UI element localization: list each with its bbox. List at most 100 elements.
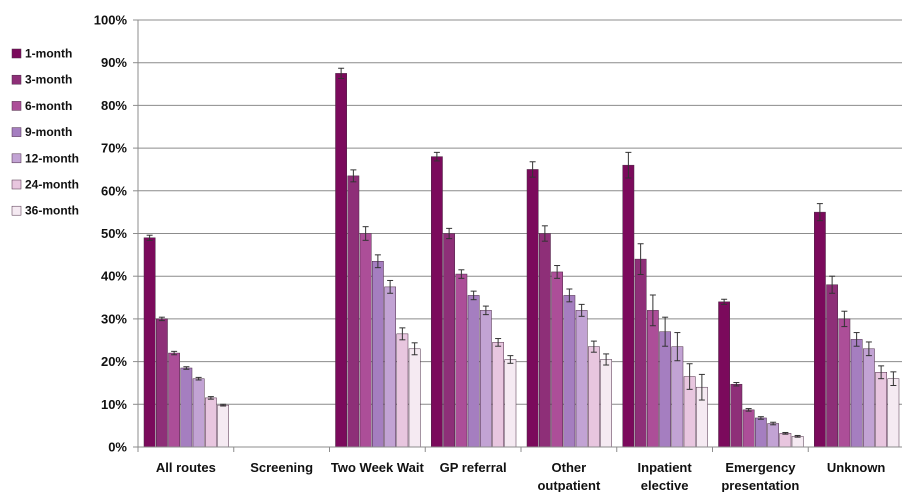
legend-label: 6-month	[25, 99, 72, 113]
bar-24-month-0	[205, 397, 217, 448]
legend-swatch	[11, 48, 22, 59]
bar-24-month-4	[588, 346, 600, 448]
bar-24-month-3	[492, 342, 504, 448]
bar-12-month-4	[575, 310, 588, 448]
error-bar	[674, 332, 681, 362]
bar-1-month-6	[718, 301, 730, 448]
error-bar	[411, 342, 418, 356]
error-bar	[458, 269, 465, 279]
bar-12-month-5	[671, 346, 684, 448]
x-axis-category-labels: All routes Screening Two Week Wait GP refer…	[156, 460, 886, 492]
error-bar	[782, 431, 789, 435]
error-bar	[399, 327, 406, 341]
error-bar	[374, 254, 381, 269]
error-bar	[603, 353, 610, 366]
bar-9-month-2	[372, 261, 384, 448]
legend-label: 12-month	[25, 151, 79, 165]
error-bar	[662, 316, 669, 347]
error-bar	[470, 290, 477, 301]
bars	[143, 73, 900, 448]
error-bar	[890, 371, 897, 387]
error-bar	[829, 275, 836, 294]
bar-9-month-0	[180, 367, 193, 448]
bar-36-month-4	[600, 359, 612, 448]
error-bar	[721, 298, 728, 305]
bar-3-month-2	[347, 175, 360, 448]
bar-12-month-6	[767, 423, 779, 448]
gridlines	[138, 19, 902, 405]
error-bar	[554, 265, 561, 279]
bar-9-month-3	[467, 295, 480, 448]
bar-6-month-0	[168, 352, 180, 448]
error-bar	[529, 161, 536, 178]
legend-label: 1-month	[25, 47, 72, 61]
error-bar	[220, 403, 227, 407]
error-bar	[507, 355, 514, 364]
error-bar	[207, 396, 214, 400]
legend-label: 24-month	[25, 178, 79, 192]
legend-item: 3-month	[11, 73, 72, 87]
error-bar	[853, 332, 860, 347]
error-bars	[146, 67, 897, 438]
bar-9-month-5	[659, 331, 671, 448]
y-tick-label: 70%	[101, 141, 127, 156]
error-bar	[195, 376, 202, 381]
bar-1-month-5	[622, 164, 635, 448]
bar-3-month-3	[443, 233, 455, 448]
error-bar	[350, 169, 357, 183]
y-tick-label: 40%	[101, 269, 127, 284]
error-bar	[686, 363, 693, 390]
error-bar	[387, 279, 394, 294]
bar-12-month-0	[192, 378, 205, 448]
y-tick-label: 30%	[101, 311, 127, 326]
bar-3-month-0	[156, 318, 168, 448]
legend-item: 6-month	[11, 99, 72, 113]
x-category-label: All routes	[156, 460, 216, 475]
bar-1-month-0	[143, 237, 156, 448]
legend: 1-month 3-month 6-month 9-month 12-month 24-m…	[11, 47, 79, 218]
x-category-label: Inpatient elective	[638, 460, 693, 492]
error-bar	[625, 151, 632, 179]
legend-item: 12-month	[11, 151, 79, 165]
bar-36-month-3	[504, 359, 517, 448]
legend-item: 1-month	[11, 47, 72, 61]
y-tick-label: 10%	[101, 397, 127, 412]
error-bar	[794, 434, 801, 438]
bar-1-month-7	[814, 211, 826, 448]
error-bar	[482, 305, 489, 316]
bar-3-month-7	[826, 284, 838, 448]
legend-item: 36-month	[11, 204, 79, 218]
legend-item: 24-month	[11, 178, 79, 192]
bar-12-month-2	[384, 286, 396, 448]
error-bar	[733, 382, 740, 387]
legend-swatch	[11, 101, 22, 111]
legend-swatch	[11, 74, 22, 85]
y-tick-label: 20%	[101, 354, 127, 369]
x-category-label: Unknown	[827, 460, 886, 475]
bar-6-month-5	[647, 310, 659, 448]
x-category-label: GP referral	[440, 460, 507, 475]
error-bar	[745, 408, 752, 412]
error-bar	[590, 340, 597, 353]
x-category-label: Two Week Wait	[331, 460, 425, 475]
bar-24-month-7	[875, 372, 887, 448]
legend-swatch	[11, 205, 22, 216]
bar-36-month-0	[217, 404, 229, 448]
bar-9-month-6	[755, 417, 767, 448]
x-category-label: Screening	[250, 460, 313, 475]
error-bar	[446, 227, 453, 240]
error-bar	[362, 226, 369, 241]
bar-12-month-7	[863, 348, 875, 448]
y-tick-label: 90%	[101, 55, 127, 70]
bar-3-month-4	[539, 233, 551, 448]
error-bar	[566, 288, 573, 303]
legend-swatch	[11, 179, 22, 190]
error-bar	[865, 341, 872, 357]
bar-1-month-2	[335, 73, 347, 448]
axes	[133, 19, 902, 452]
bar-6-month-4	[551, 271, 563, 448]
bar-24-month-6	[779, 433, 792, 448]
error-bar	[698, 373, 705, 401]
error-bar	[637, 243, 644, 275]
